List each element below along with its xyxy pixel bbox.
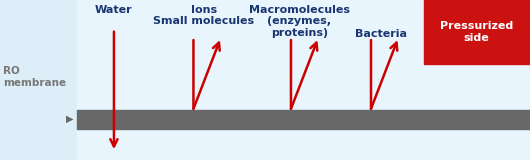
Bar: [424, 0, 529, 64]
Text: Macromolecules
(enzymes,
proteins): Macromolecules (enzymes, proteins): [249, 5, 350, 38]
Text: ▶: ▶: [66, 114, 73, 124]
Text: Pressurized
side: Pressurized side: [440, 21, 513, 43]
Text: Bacteria: Bacteria: [355, 29, 407, 39]
Bar: [77, 110, 530, 129]
Text: Ions
Small molecules: Ions Small molecules: [154, 5, 254, 26]
Text: RO
membrane: RO membrane: [3, 66, 66, 88]
Text: Water: Water: [95, 5, 132, 15]
Bar: [77, 0, 530, 160]
